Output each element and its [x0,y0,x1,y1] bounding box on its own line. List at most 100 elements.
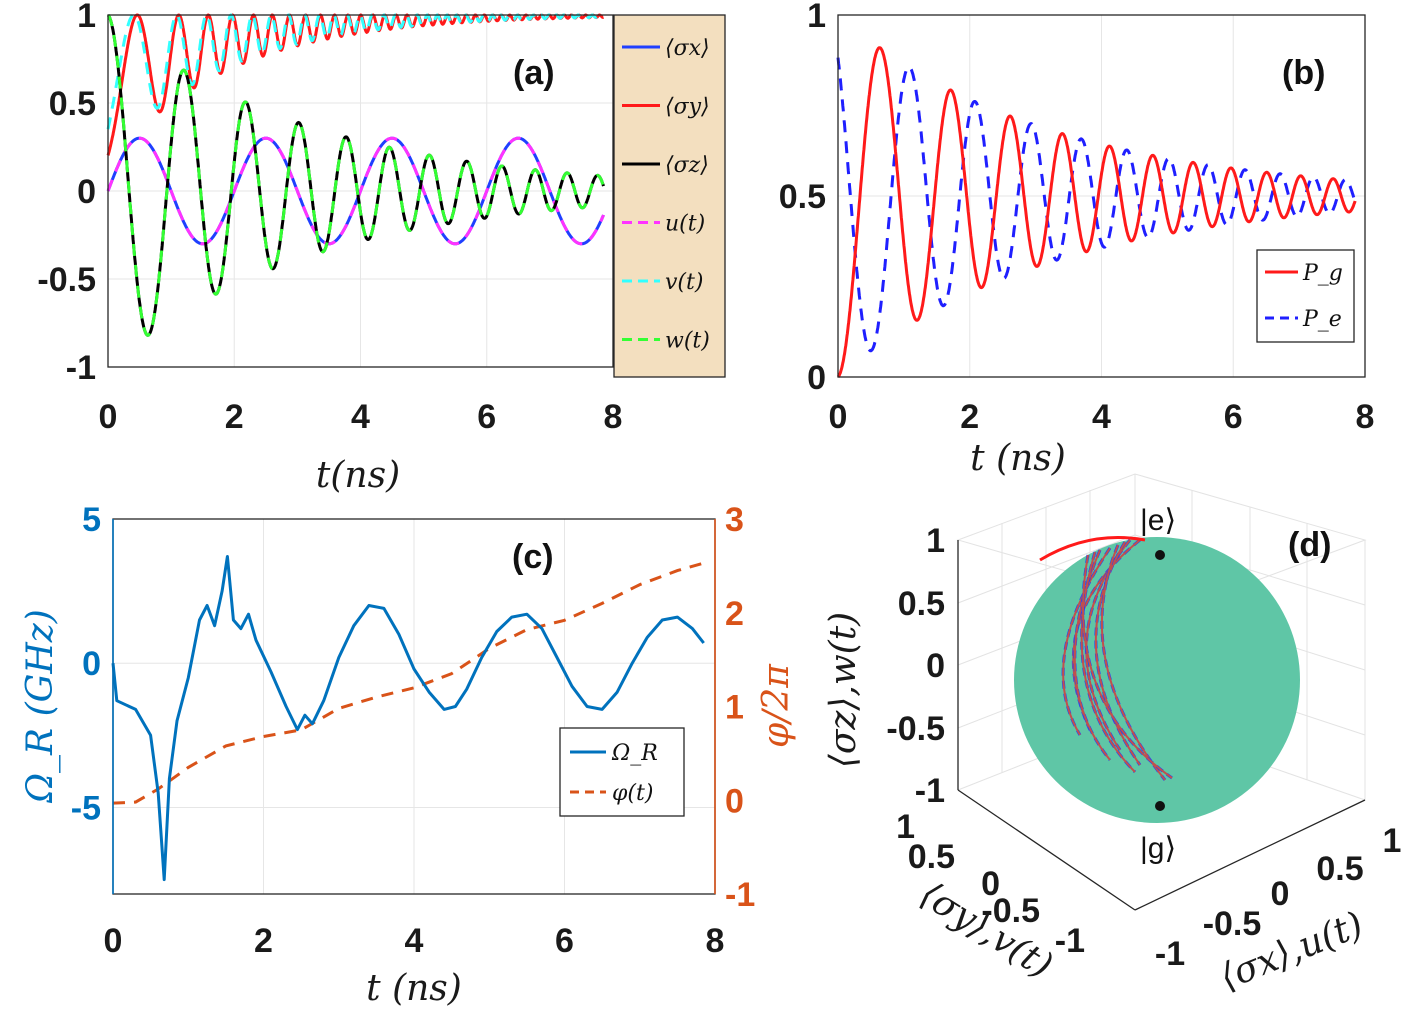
x-tick-label: 0 [104,922,123,960]
z-tick-label: 0 [926,647,945,685]
state-g-point [1155,801,1165,811]
x-tick-label: 0 [829,398,848,436]
y-tick-label-right: 3 [725,501,744,539]
trajectory-line [1082,554,1173,779]
v-t-line [106,13,605,130]
bloch-sphere [1014,537,1300,823]
x-tick-label: 8 [706,922,725,960]
panel-d-axes [957,540,1366,911]
panel-c-tag: (c) [512,538,554,576]
panel-c-xlabel: t (ns) [366,968,462,1009]
z-tick-label: -1 [915,772,945,810]
legend-label: ⟨σx⟩ [665,36,710,61]
y-tick-label: -0.5 [37,261,96,299]
legend-label: P_g [1302,261,1343,286]
x-tick-label: -0.5 [1203,905,1262,943]
legend-label: w(t) [665,329,710,354]
omega-line [111,555,705,882]
bloch-trajectory [1039,536,1173,781]
trajectory-line [1094,541,1141,766]
x-tick-label: 4 [1092,398,1111,436]
x-tick-label: 0 [99,398,118,436]
trajectory-top [1039,536,1146,562]
panel-c-legend: Ω_R φ(t) [559,727,685,817]
panel-b-lines [836,46,1357,379]
y-tick-label: -1 [1055,922,1085,960]
state-e-point [1155,550,1165,560]
x-tick-label: 8 [1356,398,1375,436]
panel-b-xlabel: t (ns) [970,438,1066,479]
x-tick-label: 4 [351,398,370,436]
panel-b-xticks: 0 2 4 6 8 [829,398,1375,436]
panel-c-ylabel: Ω_R (GHz) [20,609,61,804]
panel-c-ylabel-right: φ/2π [756,663,797,748]
x-tick-label: 2 [960,398,979,436]
state-g-label: |g⟩ [1140,832,1176,865]
legend-label: ⟨σz⟩ [665,153,709,178]
y-tick-label: 5 [82,501,101,539]
panel-a-tag: (a) [513,54,555,92]
x-tick-label: 2 [225,398,244,436]
panel-d-xticks: -1 -0.50 0.5 1 [1155,822,1402,973]
panel-a-yticks: -1 -0.5 0 0.5 1 [37,0,96,387]
y-tick-label: 1 [896,808,915,846]
z-tick-label: -0.5 [886,710,945,748]
legend-label: v(t) [665,270,703,295]
y-tick-label-right: 2 [725,595,744,633]
x-tick-label: 6 [555,922,574,960]
x-tick-label: 6 [477,398,496,436]
panel-a: 0 2 4 6 8 -1 -0.5 0 0.5 1 t(ns) (a) ⟨σx⟩ ⟨σy⟩ ⟨σz⟩… [37,0,726,496]
y-tick-label: -0.5 [981,892,1040,930]
y-tick-label-right: 1 [725,689,744,727]
state-e-label: |e⟩ [1140,504,1176,537]
panel-a-xlabel: t(ns) [316,455,400,496]
panel-b-axes-box [837,14,1366,378]
y-tick-label: 0.5 [49,85,96,123]
trajectory-line [1062,547,1111,736]
panel-d-tag: (d) [1288,526,1331,564]
y-tick-label: 1 [77,0,96,35]
panel-b-tag: (b) [1282,54,1325,92]
z-tick-label: 1 [926,522,945,560]
panel-a-legend: ⟨σx⟩ ⟨σy⟩ ⟨σz⟩ u(t) v(t) w(t) [613,14,726,378]
legend-label: ⟨σy⟩ [665,95,710,120]
panel-a-xticks: 0 2 4 6 8 [99,398,623,436]
panel-c-xticks: 0 2 4 6 8 [104,922,725,960]
legend-label: Ω_R [611,741,658,766]
pe-line [836,57,1357,353]
panel-b-legend: P_g P_e [1256,249,1355,343]
y-tick-label: 0 [77,173,96,211]
y-tick-label: 0 [807,359,826,397]
panel-d-zticks: 1 0.5 0 -0.5 -1 [886,522,945,810]
panel-d-zlabel: ⟨σz⟩,w(t) [823,612,864,768]
x-tick-label: -1 [1155,935,1185,973]
y-tick-label-right: 0 [725,782,744,820]
y-tick-label: 0 [981,865,1000,903]
legend-label: P_e [1302,307,1342,332]
panel-c-yticks: -5 0 5 [71,501,101,827]
legend-label: u(t) [665,212,705,237]
x-tick-label: 2 [254,922,273,960]
panel-a-lines [106,13,605,337]
y-tick-label: -1 [66,349,96,387]
y-tick-label-right: -1 [725,876,755,914]
x-tick-label: 0.5 [1316,850,1363,888]
y-tick-label: 0.5 [908,838,955,876]
w-t-line [106,13,605,337]
x-tick-label: 0 [1271,875,1290,913]
x-tick-label: 8 [604,398,623,436]
y-tick-label: 0.5 [779,178,826,216]
panel-c-yticks-right: -1 0 1 2 3 [725,501,755,914]
y-tick-label: 0 [82,645,101,683]
legend-label: φ(t) [612,781,653,806]
panel-d-yticks: -1 -0.50 0.51 [896,808,1085,960]
u-t-line [106,136,605,246]
z-tick-label: 0.5 [898,585,945,623]
panel-c-grid [112,518,716,894]
x-tick-label: 6 [1224,398,1243,436]
trajectory-line [1080,551,1136,773]
pg-line [836,46,1357,379]
